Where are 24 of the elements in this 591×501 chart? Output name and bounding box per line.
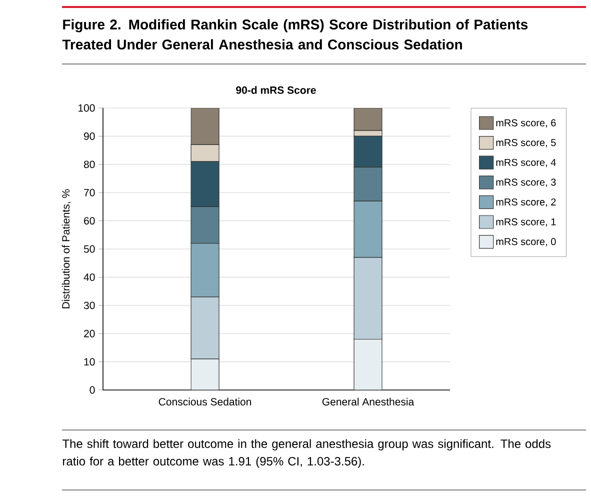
y-tick-label: 20 (84, 330, 95, 338)
y-tick-label: 30 (84, 302, 95, 310)
y-tick-label: 0 (90, 386, 95, 394)
x-tick-label: General Anesthesia (322, 398, 414, 406)
x-tick-label: Conscious Sedation (158, 398, 252, 406)
y-tick-label: 80 (84, 160, 95, 168)
legend-label: mRS score, 1 (496, 218, 556, 227)
y-tick-label: 70 (84, 188, 95, 196)
legend-label: mRS score, 4 (496, 158, 556, 168)
y-tick-label: 40 (84, 273, 95, 281)
chart-subtitle: 90-d mRS Score (236, 86, 316, 94)
y-tick-label: 90 (84, 132, 95, 140)
y-tick-label: 50 (84, 245, 95, 253)
chart-title: Figure 2. Modified Rankin Scale (mRS) Score Distribution of Patients Treated Under General Anesthesia and Conscious Sedation (62, 19, 528, 50)
text: The shift toward better outcome in the general anesthesia group was significant. The odds ratio for a better outcome was 1.91 (95% CI, 1.03-3.56). (62, 439, 551, 468)
legend-label: mRS score, 3 (496, 178, 556, 187)
y-tick-label: 100 (78, 104, 95, 112)
y-tick-label: 60 (84, 217, 95, 225)
y-axis-title: Distribution of Patients, % (62, 189, 71, 308)
legend-label: mRS score, 0 (496, 238, 556, 246)
legend-label: mRS score, 2 (496, 198, 556, 207)
y-tick-label: 10 (84, 358, 95, 366)
legend-label: mRS score, 5 (496, 139, 556, 148)
legend-label: mRS score, 6 (496, 119, 556, 128)
